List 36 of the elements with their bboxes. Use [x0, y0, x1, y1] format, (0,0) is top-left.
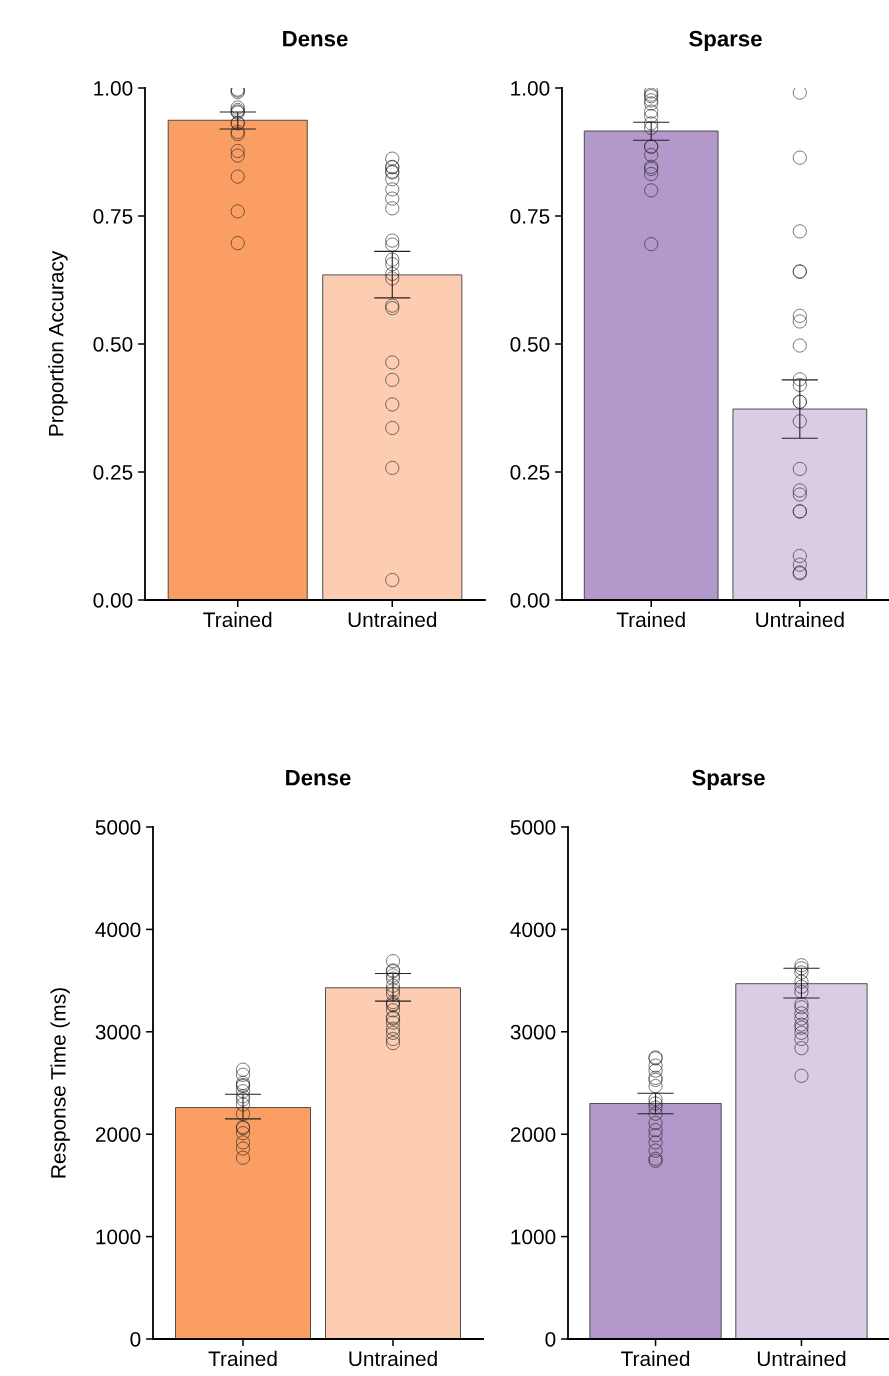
- y-tick-label: 2000: [95, 1127, 141, 1142]
- y-tick-label: 1000: [96, 1229, 141, 1245]
- chart-title: Sparse: [689, 30, 762, 51]
- x-tick-label: Untrained: [349, 1350, 437, 1367]
- chart-title: Dense: [286, 770, 351, 786]
- y-tick-label: 1.00: [511, 81, 550, 96]
- y-tick-label: 0: [545, 1332, 556, 1347]
- x-tick-label: Trained: [203, 611, 272, 628]
- y-tick-label: 0.75: [510, 209, 550, 224]
- y-axis-title: Response Time (ms): [50, 988, 70, 1178]
- y-tick-label: 0.25: [93, 465, 133, 480]
- y-tick-label: 1000: [511, 1229, 556, 1245]
- y-tick-label: 5000: [95, 820, 141, 835]
- y-tick-label: 0.50: [93, 337, 133, 352]
- x-tick-label: Untrained: [757, 1350, 846, 1367]
- x-tick-label: Untrained: [756, 611, 844, 628]
- y-tick-label: 4000: [510, 922, 556, 938]
- chart-title: Dense: [283, 31, 348, 47]
- x-tick-label: Untrained: [348, 611, 437, 628]
- y-tick-label: 3000: [510, 1024, 556, 1040]
- y-tick-label: 1.00: [94, 81, 133, 96]
- y-tick-label: 3000: [95, 1024, 141, 1040]
- y-tick-label: 0.00: [510, 593, 550, 608]
- y-tick-label: 0.00: [93, 593, 133, 608]
- chart-title: Sparse: [692, 769, 765, 790]
- x-tick-label: Trained: [208, 1350, 277, 1367]
- x-tick-label: Trained: [616, 611, 685, 628]
- y-tick-label: 5000: [510, 820, 556, 835]
- y-tick-label: 0: [130, 1332, 141, 1347]
- y-axis-title: Proportion Accuracy: [48, 250, 68, 436]
- y-tick-label: 4000: [95, 922, 141, 938]
- y-tick-label: 0.50: [510, 337, 550, 352]
- y-tick-label: 2000: [510, 1127, 556, 1142]
- y-tick-label: 0.25: [510, 465, 550, 480]
- y-tick-label: 0.75: [93, 209, 133, 224]
- x-tick-label: Trained: [621, 1350, 690, 1367]
